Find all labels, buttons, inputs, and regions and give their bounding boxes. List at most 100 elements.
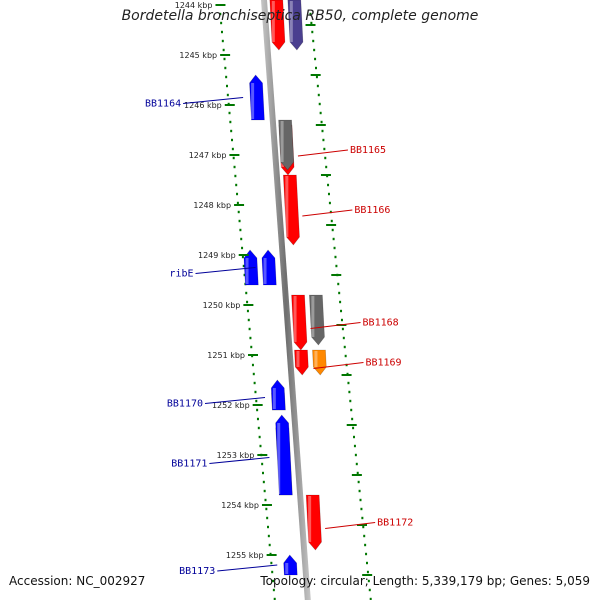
guide-dot	[243, 273, 246, 277]
guide-dot	[367, 579, 370, 583]
guide-dot	[330, 219, 333, 223]
guide-dot	[343, 345, 346, 349]
gene-arrow	[283, 174, 300, 246]
guide-dot	[228, 111, 231, 115]
gene-arrow-highlight	[289, 1, 293, 42]
guide-dot	[221, 39, 224, 43]
guide-dot	[347, 381, 350, 385]
guide-dot	[349, 399, 352, 403]
gene-arrow-highlight	[251, 83, 255, 119]
gene-arrow	[270, 379, 286, 411]
guide-dot	[327, 183, 330, 187]
guide-dot	[223, 57, 226, 61]
guide-dot	[340, 318, 343, 322]
guide-dot	[318, 102, 321, 106]
guide-dot	[357, 480, 360, 484]
guide-dot	[239, 228, 242, 232]
gene-arrow	[269, 0, 286, 51]
map-title: Bordetella bronchiseptica RB50, complete…	[121, 8, 479, 24]
genome-summary-label: Topology: circular; Length: 5,339,179 bp…	[260, 574, 590, 588]
guide-dot	[253, 381, 256, 385]
gene-label: BB1164	[145, 99, 181, 110]
guide-dot	[254, 390, 257, 394]
gene-label: BB1165	[350, 145, 386, 156]
scale-tick-label: 1253 kbp	[217, 451, 255, 460]
gene-arrow-highlight	[272, 388, 276, 409]
guide-dot	[246, 300, 249, 304]
scale-tick-label: 1245 kbp	[179, 51, 217, 60]
gene-label: BB1171	[171, 459, 207, 470]
guide-dot	[341, 327, 344, 331]
guide-dot	[250, 345, 253, 349]
guide-dot	[241, 246, 244, 250]
guide-dot	[255, 399, 258, 403]
gene-arrow-highlight	[285, 563, 289, 574]
guide-dot	[348, 390, 351, 394]
guide-dot	[272, 588, 275, 592]
guide-dot	[226, 93, 229, 97]
gene-arrow	[283, 554, 298, 576]
guide-dot	[323, 147, 326, 151]
guide-dot	[234, 174, 237, 178]
guide-dot	[235, 183, 238, 187]
guide-dot	[317, 93, 320, 97]
guide-dot	[262, 480, 265, 484]
guide-dot	[270, 561, 273, 565]
gene-arrow-highlight	[280, 121, 284, 162]
guide-dot	[353, 435, 356, 439]
genome-backbone	[261, 0, 311, 600]
guide-dot	[365, 552, 368, 556]
gene-arrow-highlight	[311, 296, 315, 337]
guide-dot	[315, 66, 318, 70]
guide-dot	[329, 210, 332, 214]
gene-label-leader	[195, 267, 256, 274]
guide-dot	[366, 570, 369, 574]
guide-dot	[233, 165, 236, 169]
guide-dot	[313, 48, 316, 52]
guide-dot	[328, 201, 331, 205]
guide-dot	[353, 444, 356, 448]
gene-arrow	[249, 74, 265, 121]
guide-dot	[340, 309, 343, 313]
gene-label: BB1169	[365, 358, 401, 369]
guide-dot	[231, 147, 234, 151]
gene-arrow-highlight	[296, 351, 300, 367]
guide-dot	[245, 291, 248, 295]
scale-tick-label: 1251 kbp	[207, 351, 245, 360]
guide-dot	[224, 66, 227, 70]
guide-dot	[242, 264, 245, 268]
guide-dot	[248, 327, 251, 331]
guide-dot	[232, 156, 235, 160]
guide-dot	[257, 426, 260, 430]
guide-dot	[268, 543, 271, 547]
gene-label: BB1166	[354, 205, 390, 216]
guide-dot	[231, 138, 234, 142]
guide-dot	[247, 318, 250, 322]
gene-label: BB1168	[363, 318, 399, 329]
gene-label: BB1173	[179, 566, 215, 577]
guide-dot	[310, 21, 313, 25]
guide-dot	[362, 525, 365, 529]
guide-dot	[339, 300, 342, 304]
backbone-layer	[261, 0, 311, 600]
gene-arrow-highlight	[277, 423, 281, 494]
guide-dot	[246, 309, 249, 313]
guide-dot	[322, 138, 325, 142]
guide-dot	[354, 453, 357, 457]
guide-dot	[314, 57, 317, 61]
guide-dot	[271, 570, 274, 574]
scale-tick-layer: 1244 kbp 1245 kbp 1246 kbp 1247 kbp 1248 kbp…	[175, 1, 373, 576]
scale-tick-label: 1244 kbp	[175, 1, 213, 10]
gene-arrow	[287, 0, 304, 51]
gene-label-leader	[310, 322, 361, 329]
gene-arrow	[294, 349, 309, 376]
gene-label: BB1172	[377, 518, 413, 529]
gene-arrow	[278, 119, 295, 171]
guide-dot	[236, 192, 239, 196]
guide-dot	[350, 408, 353, 412]
guide-dot	[237, 210, 240, 214]
guide-dot	[229, 120, 232, 124]
gene-arrow	[261, 249, 277, 286]
scale-tick-label: 1250 kbp	[203, 301, 241, 310]
gene-arrow-highlight	[285, 176, 289, 237]
